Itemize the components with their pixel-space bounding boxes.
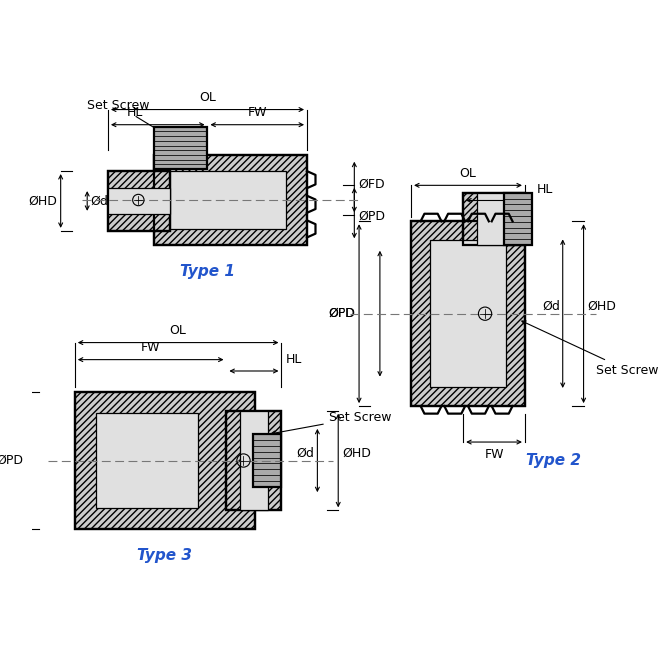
Text: Set Screw: Set Screw (271, 411, 391, 435)
Bar (75, 392, 255, 529)
Text: ØPD: ØPD (328, 307, 355, 320)
Text: HL: HL (286, 353, 302, 366)
Bar (411, 221, 525, 406)
Bar (411, 221, 525, 406)
Text: Set Screw: Set Screw (522, 321, 659, 377)
Bar (463, 193, 525, 245)
Text: ØFD: ØFD (329, 307, 355, 320)
Text: Ød: Ød (542, 299, 560, 313)
Bar (153, 155, 307, 245)
Bar (153, 127, 208, 170)
Bar (170, 171, 286, 229)
Bar (476, 193, 512, 245)
Text: ØFD: ØFD (358, 178, 385, 190)
Bar (504, 193, 533, 245)
Bar (226, 411, 281, 511)
Bar (240, 411, 268, 511)
Text: ØHD: ØHD (342, 446, 371, 460)
Bar (108, 171, 170, 230)
Bar (463, 193, 525, 245)
Bar (226, 411, 281, 511)
Text: ØHD: ØHD (588, 299, 616, 313)
Text: FW: FW (247, 106, 267, 119)
Bar (108, 188, 170, 214)
Text: ØPD: ØPD (0, 454, 23, 467)
Text: OL: OL (170, 324, 186, 337)
Text: FW: FW (484, 448, 504, 461)
Text: Type 2: Type 2 (526, 454, 581, 468)
Text: Type 3: Type 3 (137, 548, 192, 563)
Text: Ød: Ød (90, 194, 108, 208)
Text: FW: FW (141, 341, 160, 354)
Text: ØHD: ØHD (28, 194, 57, 208)
Text: Set Screw: Set Screw (87, 99, 161, 132)
Bar (153, 155, 307, 245)
Bar (96, 413, 198, 509)
Text: HL: HL (537, 183, 553, 196)
Text: Ød: Ød (297, 446, 314, 460)
Text: HL: HL (127, 106, 143, 119)
Bar (75, 392, 255, 529)
Bar (253, 434, 281, 486)
Text: ØPD: ØPD (358, 210, 385, 222)
Text: OL: OL (199, 91, 216, 104)
Bar (108, 171, 170, 230)
Text: Type 1: Type 1 (180, 264, 235, 279)
Text: OL: OL (460, 167, 476, 180)
Bar (430, 241, 506, 387)
